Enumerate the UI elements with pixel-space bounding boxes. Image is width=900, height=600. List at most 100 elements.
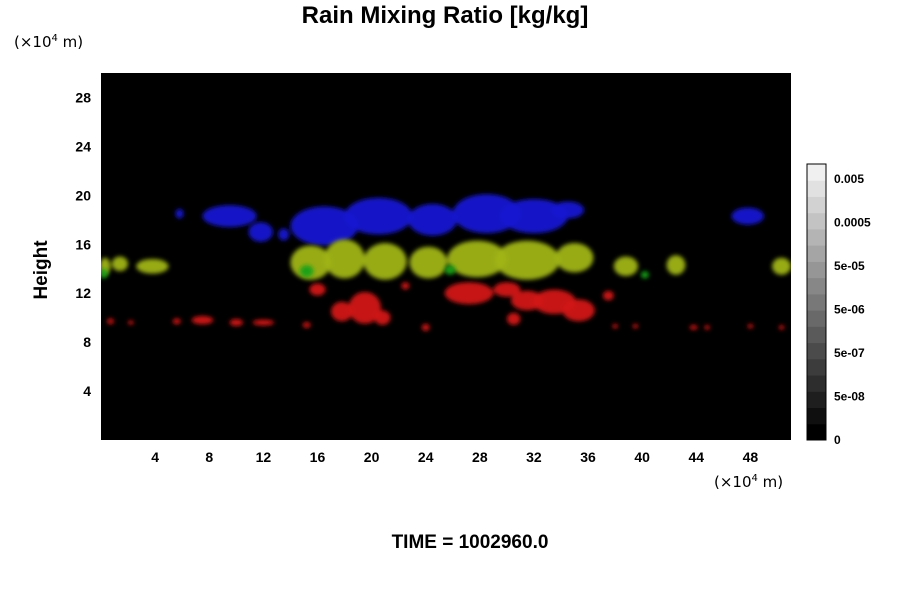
colorbar-level	[807, 358, 826, 376]
y-axis-unit: (×104 m)	[14, 33, 84, 51]
region-0-1	[202, 205, 257, 228]
colorbar-label: 0.0005	[834, 216, 871, 230]
region-2-0	[309, 283, 326, 296]
region-2-25	[778, 325, 785, 330]
region-2-16	[229, 318, 244, 327]
region-2-3	[374, 310, 391, 326]
chart-title: Rain Mixing Ratio [kg/kg]	[301, 2, 589, 29]
colorbar-level	[807, 245, 826, 262]
x-tick-label: 32	[526, 449, 542, 465]
region-1-12	[772, 257, 791, 275]
x-tick-label: 4	[151, 449, 159, 465]
colorbar-level	[807, 326, 826, 344]
colorbar-level	[807, 293, 826, 311]
colorbar-level	[807, 391, 826, 409]
colorbar-label: 5e-07	[834, 346, 865, 360]
region-2-11	[602, 290, 614, 301]
region-3-2	[444, 265, 456, 275]
series-2	[107, 282, 785, 332]
region-0-8	[500, 199, 568, 234]
x-tick-label: 44	[689, 449, 705, 465]
region-1-11	[666, 255, 686, 275]
region-2-6	[493, 282, 521, 297]
region-2-22	[689, 325, 698, 330]
x-tick-label: 28	[472, 449, 488, 465]
colorbar-label: 0.005	[834, 172, 864, 186]
series-3	[101, 265, 649, 279]
region-3-1	[299, 265, 314, 278]
colorbar-level	[807, 375, 826, 392]
region-2-2	[348, 291, 382, 324]
region-2-15	[191, 315, 214, 325]
x-tick-label: 24	[418, 449, 434, 465]
x-tick-label: 20	[364, 449, 380, 465]
time-label: TIME = 1002960.0	[391, 532, 549, 553]
colorbar-label: 5e-05	[834, 259, 865, 273]
colorbar-level	[807, 164, 826, 181]
colorbar-level	[807, 277, 826, 295]
region-0-9	[551, 201, 584, 219]
colorbar-level	[807, 212, 826, 230]
region-2-9	[562, 299, 595, 322]
region-0-6	[408, 203, 457, 236]
x-tick-label: 12	[256, 449, 272, 465]
y-tick-label: 20	[75, 187, 91, 203]
x-tick-label: 36	[580, 449, 596, 465]
colorbar-label: 5e-06	[834, 303, 865, 317]
region-2-19	[421, 323, 430, 332]
y-tick-label: 12	[75, 285, 91, 301]
series-0	[175, 194, 764, 246]
colorbar-level	[807, 310, 826, 327]
region-1-7	[447, 240, 507, 278]
region-1-2	[136, 258, 169, 274]
colorbar-frame	[806, 163, 827, 441]
y-tick-label: 4	[83, 383, 91, 399]
region-0-4	[290, 206, 359, 246]
colorbar-level	[807, 196, 826, 214]
region-1-1	[111, 256, 129, 272]
y-tick-label: 16	[75, 236, 91, 252]
colorbar-level	[807, 407, 826, 425]
region-2-23	[704, 325, 710, 330]
region-0-3	[278, 228, 290, 241]
y-tick-label: 24	[75, 138, 91, 154]
region-0-0	[175, 208, 184, 219]
colorbar-level	[807, 342, 826, 360]
x-tick-label: 40	[634, 449, 650, 465]
region-2-4	[401, 282, 410, 290]
colorbar-label: 0	[834, 433, 841, 447]
x-tick-label: 8	[205, 449, 213, 465]
region-3-3	[640, 271, 649, 279]
x-tick-label: 48	[743, 449, 759, 465]
colorbar-label: 5e-08	[834, 390, 865, 404]
plot-background	[101, 73, 791, 440]
region-2-20	[612, 323, 618, 329]
y-tick-label: 8	[83, 334, 91, 350]
y-tick-label: 28	[75, 89, 91, 105]
region-2-5	[444, 282, 494, 305]
region-2-24	[747, 323, 754, 329]
region-2-10	[506, 312, 521, 326]
region-1-5	[363, 243, 407, 280]
colorbar-level	[807, 261, 826, 279]
region-1-4	[324, 239, 365, 279]
region-2-1	[331, 301, 353, 322]
colorbar-level	[807, 228, 826, 246]
x-tick-label: 16	[310, 449, 326, 465]
region-2-21	[632, 323, 639, 329]
region-2-18	[302, 321, 311, 329]
colorbar-level	[807, 180, 826, 197]
region-0-10	[731, 207, 764, 225]
region-2-17	[252, 319, 275, 326]
region-2-12	[107, 318, 114, 325]
region-0-5	[344, 197, 413, 235]
region-2-14	[172, 318, 181, 325]
region-1-8	[494, 240, 560, 280]
region-1-6	[409, 246, 448, 279]
colorbar-level	[807, 423, 826, 441]
region-0-2	[248, 222, 273, 242]
x-axis-unit: (×104 m)	[714, 473, 784, 491]
series-1	[101, 239, 791, 280]
region-3-0	[101, 268, 108, 279]
